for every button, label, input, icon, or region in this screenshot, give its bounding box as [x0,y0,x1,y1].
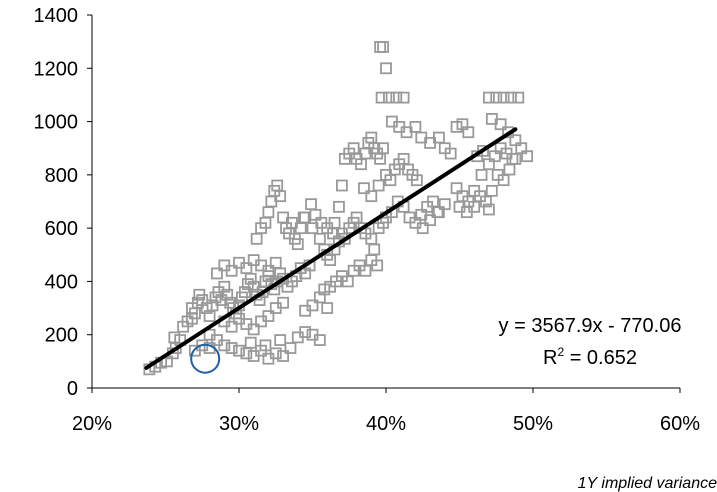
data-point [375,91,388,104]
data-point [269,256,282,269]
x-tick-label: 40% [366,413,406,435]
data-point [244,336,257,349]
data-points [143,41,534,376]
data-point [277,296,290,309]
data-point [512,91,525,104]
highlight-circle [190,343,221,374]
data-point [416,222,429,235]
data-point [371,259,384,272]
data-point [505,91,517,104]
y-tick-label: 1000 [34,112,79,134]
data-point [221,288,234,301]
x-axis-ticks: 20% 30% 40% 50% 60% [72,388,700,435]
y-tick-label: 600 [45,218,78,240]
data-point [168,331,181,344]
y-tick-label: 1400 [34,5,79,27]
trend-line [144,127,518,370]
data-point [218,280,231,293]
y-axis-ticks: 0 200 400 600 800 1000 1200 1400 [34,5,92,400]
r-squared-superscript: 2 [557,345,564,359]
data-point [503,163,516,176]
data-point [274,190,287,203]
data-point [274,334,287,346]
data-point [377,142,389,155]
data-point [284,342,297,354]
data-point [497,91,510,104]
data-point [225,264,238,277]
data-point [477,144,489,157]
data-point [333,200,345,213]
data-point [269,347,282,360]
data-point [494,118,507,131]
data-point [225,342,238,354]
data-point [485,184,498,197]
data-point [410,174,423,187]
data-point [377,41,389,53]
y-tick-label: 0 [67,378,78,400]
data-point [211,267,223,280]
data-point [305,198,317,211]
data-point [233,344,245,357]
data-point [374,41,387,53]
data-point [462,126,475,139]
x-axis-label: 1Y implied variance [578,475,717,492]
data-point [250,232,263,245]
y-tick-label: 200 [45,325,78,347]
data-point [240,262,253,275]
data-point [313,232,326,245]
data-point [490,91,503,104]
data-point [321,302,334,314]
data-point [193,288,206,301]
data-point [247,323,260,336]
data-point [475,168,488,181]
data-point [262,264,275,277]
data-point [299,326,312,338]
y-tick-label: 1200 [34,58,79,80]
data-point [468,200,481,213]
y-tick-label: 400 [45,271,78,293]
data-point [327,227,339,240]
data-point [313,291,326,304]
r-squared-label: R2 = 0.652 [543,345,637,369]
data-point [218,339,231,352]
data-point [390,91,403,104]
data-point [444,147,457,160]
data-point [380,62,392,75]
data-point [372,179,385,192]
trend-equation: y = 3567.9x - 770.06 [499,315,682,337]
data-point [259,339,272,352]
r-squared-symbol: R [543,347,557,369]
data-point [365,190,378,203]
y-tick-label: 800 [45,165,78,187]
r-squared-value: = 0.652 [564,347,637,369]
data-point [313,334,326,346]
data-point [240,347,253,360]
data-point [277,350,290,362]
data-point [368,243,381,256]
data-point [521,150,534,163]
data-point [424,214,437,227]
x-tick-label: 30% [219,413,259,435]
data-point [299,304,312,317]
data-point [262,310,275,322]
data-point [291,238,304,251]
data-point [431,206,444,219]
data-point [262,206,275,219]
data-point [383,91,395,104]
data-point [335,179,348,192]
data-point [438,198,451,211]
data-point [482,91,495,104]
data-point [358,182,370,195]
data-point [397,91,410,104]
x-tick-label: 50% [513,413,553,435]
x-tick-label: 60% [660,413,700,435]
data-point [482,203,495,216]
data-point [225,320,238,333]
data-point [297,211,310,224]
x-tick-label: 20% [72,413,112,435]
